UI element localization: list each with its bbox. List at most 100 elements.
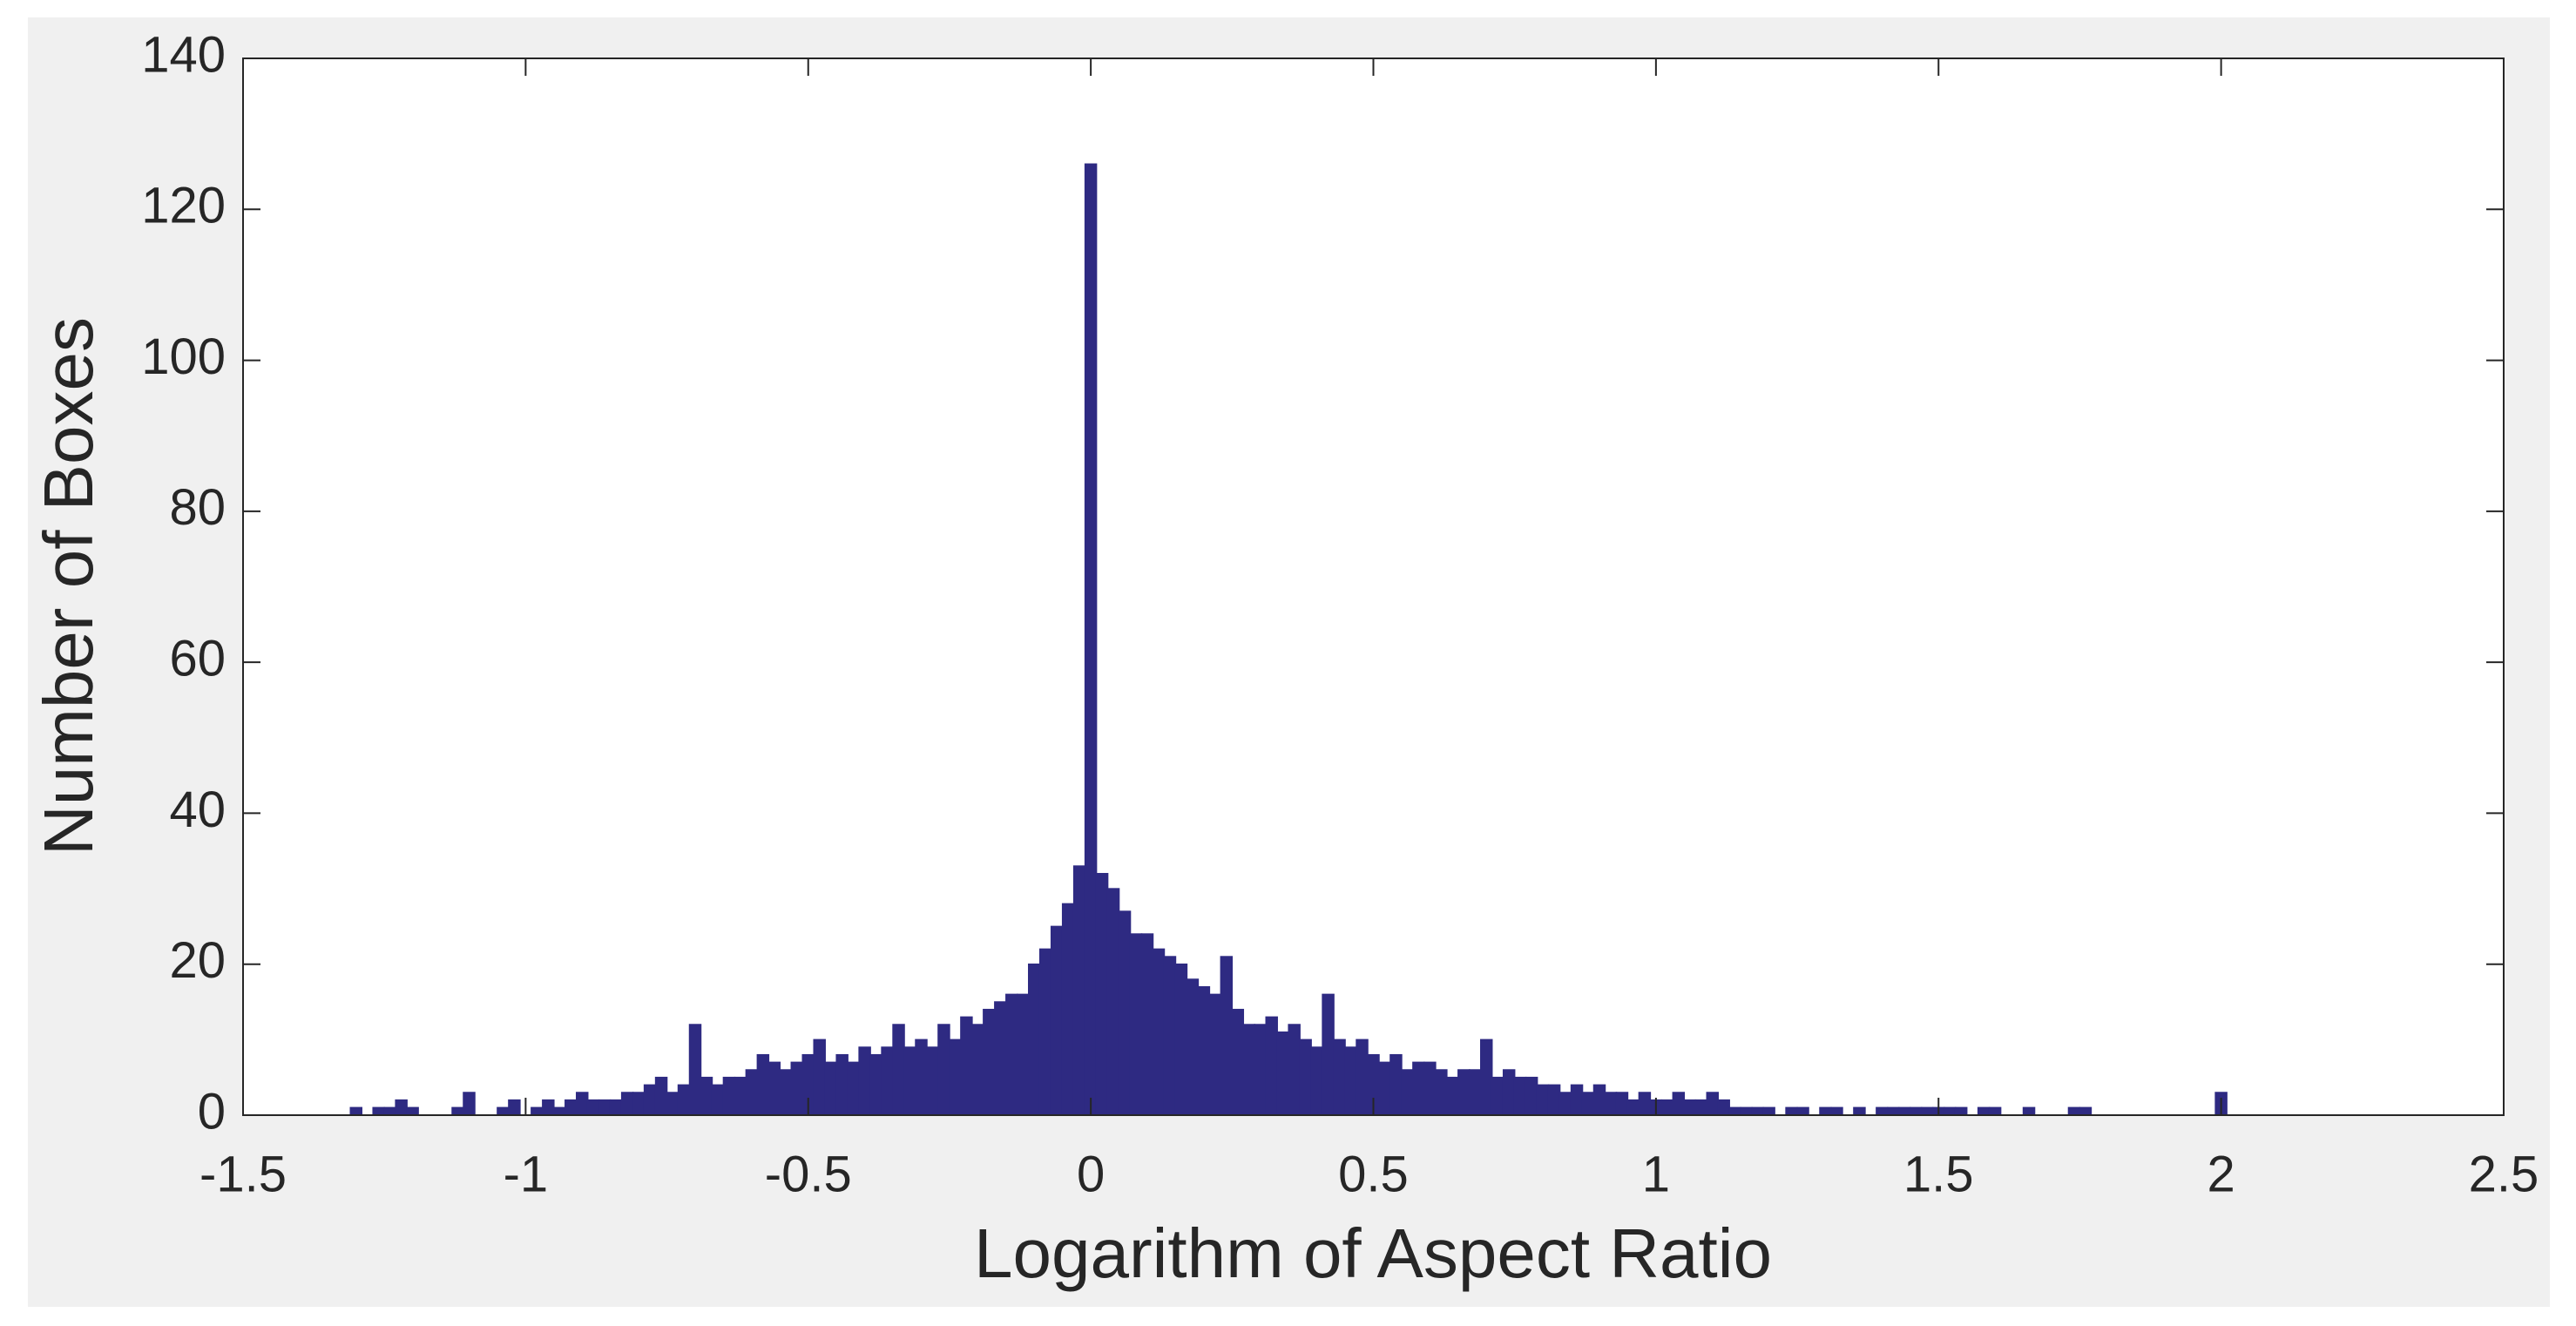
histogram-bar (1333, 1038, 1346, 1116)
histogram-bar (1174, 963, 1188, 1116)
histogram-bar (1988, 1106, 2002, 1116)
y-tick-label: 20 (169, 932, 226, 989)
histogram-bar (1152, 948, 1166, 1116)
histogram-bar (1876, 1106, 1889, 1116)
histogram-bar (983, 1008, 996, 1116)
y-axis-title: Number of Boxes (30, 317, 107, 856)
histogram-bar (926, 1046, 939, 1116)
histogram-bar (937, 1024, 950, 1116)
histogram-bar (463, 1092, 476, 1116)
y-tick-label: 60 (169, 630, 226, 687)
histogram-bar (1977, 1106, 1991, 1116)
histogram-bar (881, 1046, 894, 1116)
histogram-bar (1457, 1069, 1471, 1116)
x-tick-label: -1.5 (199, 1146, 287, 1202)
histogram-bar (632, 1092, 646, 1116)
histogram-bar (643, 1084, 657, 1116)
histogram-bar (892, 1024, 905, 1116)
histogram-bar (971, 1024, 984, 1116)
histogram-bar (1581, 1092, 1595, 1116)
x-tick-label: 1 (1642, 1146, 1670, 1202)
histogram-bar (1604, 1092, 1618, 1116)
histogram-bar (677, 1084, 691, 1116)
histogram-bar (1672, 1092, 1686, 1116)
histogram-bar (1954, 1106, 1968, 1116)
histogram-bar (813, 1038, 826, 1116)
histogram-bar (2067, 1106, 2081, 1116)
histogram-bar (531, 1106, 544, 1116)
histogram-bar (1943, 1106, 1957, 1116)
histogram-bar (598, 1099, 612, 1116)
histogram-bar (1626, 1099, 1640, 1116)
y-tick-label: 140 (141, 26, 226, 83)
histogram-bar (1898, 1106, 1911, 1116)
histogram-bar (1140, 933, 1154, 1116)
histogram-bar (1480, 1038, 1493, 1116)
histogram-bar (1762, 1106, 1775, 1116)
histogram-bar (1615, 1092, 1629, 1116)
histogram-bar (1502, 1069, 1516, 1116)
x-tick-label: 0 (1077, 1146, 1105, 1202)
histogram-bar (1910, 1106, 1923, 1116)
histogram-bar (1288, 1024, 1301, 1116)
histogram-bar (1706, 1092, 1719, 1116)
histogram-bar (1017, 993, 1030, 1116)
histogram-bar (1050, 925, 1064, 1116)
histogram-bar (1163, 956, 1177, 1116)
histogram-bar (1513, 1076, 1527, 1116)
histogram-bar (451, 1106, 464, 1116)
histogram-bar (1435, 1069, 1448, 1116)
histogram-bar (1536, 1084, 1550, 1116)
histogram-bar (1344, 1046, 1357, 1116)
histogram-bar (576, 1092, 589, 1116)
histogram-bar (1072, 865, 1086, 1116)
y-tick-label: 40 (169, 781, 226, 838)
histogram-bar (497, 1106, 510, 1116)
histogram-bar (1389, 1053, 1403, 1116)
histogram-bar (666, 1092, 679, 1116)
y-tick-label: 0 (198, 1083, 226, 1140)
histogram-bar (1728, 1106, 1741, 1116)
histogram-bar (654, 1076, 668, 1116)
histogram-bar (395, 1099, 408, 1116)
histogram-bar (1401, 1069, 1414, 1116)
y-tick-label: 80 (169, 479, 226, 536)
histogram-bar (745, 1069, 759, 1116)
histogram-bar (553, 1106, 566, 1116)
histogram-bar (1299, 1038, 1312, 1116)
histogram-bar (1683, 1099, 1697, 1116)
x-tick-label: 2 (2207, 1146, 2235, 1202)
histogram-bar (949, 1038, 962, 1116)
histogram-bar (1197, 985, 1211, 1116)
histogram-bar (835, 1053, 849, 1116)
histogram-bar (1242, 1024, 1256, 1116)
histogram-bar (1276, 1031, 1289, 1116)
histogram-bar (1095, 872, 1109, 1116)
y-tick-label: 120 (141, 178, 226, 234)
histogram-bar (1638, 1092, 1652, 1116)
histogram-bar (688, 1024, 702, 1116)
histogram-bar (756, 1053, 770, 1116)
histogram-bar (1558, 1092, 1572, 1116)
histogram-bar (2079, 1106, 2093, 1116)
histogram-bar (2022, 1106, 2036, 1116)
histogram-bar (767, 1061, 781, 1116)
histogram-bar (1310, 1046, 1323, 1116)
histogram-bar (903, 1046, 916, 1116)
histogram-bar (1446, 1076, 1459, 1116)
histogram-bar (1547, 1084, 1561, 1116)
histogram-bar (790, 1061, 804, 1116)
histogram-bar (1322, 993, 1335, 1116)
histogram-bar (383, 1106, 396, 1116)
histogram-bar (1084, 163, 1098, 1116)
x-tick-label: 2.5 (2469, 1146, 2539, 1202)
histogram-bar (1254, 1024, 1267, 1116)
histogram-bar (1005, 993, 1018, 1116)
histogram-bar (960, 1016, 973, 1116)
histogram-bar (1694, 1099, 1708, 1116)
histogram-bar (1660, 1099, 1674, 1116)
histogram-bar (1469, 1069, 1482, 1116)
histogram-bar (1186, 978, 1200, 1116)
